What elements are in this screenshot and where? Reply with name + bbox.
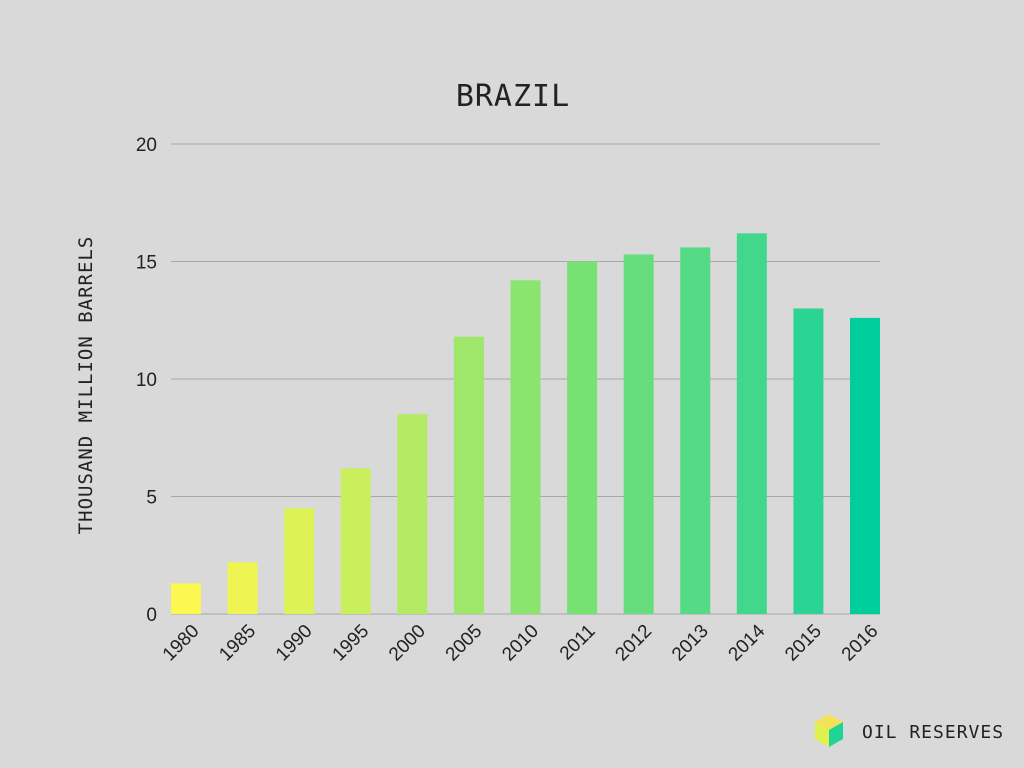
chart-title: BRAZIL — [456, 79, 570, 114]
x-tick-label: 2016 — [838, 621, 883, 666]
brand-label: OIL RESERVES — [862, 722, 1004, 743]
bar-2014 — [736, 233, 767, 615]
bar-2000 — [397, 414, 428, 614]
x-tick-label: 2010 — [498, 621, 543, 666]
bar-2005 — [453, 336, 484, 614]
y-tick-label: 15 — [136, 253, 157, 274]
y-tick-label: 5 — [146, 488, 157, 509]
bar-2015 — [793, 308, 824, 614]
x-tick-label: 2000 — [385, 621, 430, 666]
bar-2011 — [567, 261, 598, 614]
x-tick-label: 2011 — [556, 621, 600, 665]
y-axis-ticks: 0 5 10 15 20 — [136, 135, 157, 626]
x-tick-label: 2015 — [781, 621, 826, 666]
x-tick-label: 1995 — [329, 621, 374, 666]
x-tick-label: 2005 — [442, 621, 487, 666]
bar-1990 — [284, 508, 315, 614]
x-tick-label: 2013 — [668, 621, 713, 666]
y-tick-label: 10 — [136, 370, 157, 391]
cube-icon-left — [815, 722, 829, 747]
bar-2010 — [510, 280, 541, 614]
bar-2012 — [623, 254, 654, 614]
bar-1995 — [340, 468, 371, 614]
bar-1985 — [227, 562, 258, 614]
bar-1980 — [171, 583, 201, 614]
bar-2013 — [680, 247, 711, 614]
y-tick-label: 20 — [136, 135, 157, 156]
x-tick-label: 2014 — [725, 620, 770, 665]
bars — [171, 233, 880, 615]
x-axis-ticks: 1980 1985 1990 1995 2000 2005 2010 2011 2012 2013… — [159, 620, 883, 665]
x-tick-label: 1980 — [159, 621, 204, 666]
x-tick-label: 2012 — [611, 621, 656, 666]
brand-logo — [815, 714, 843, 747]
y-axis-label: THOUSAND MILLION BARRELS — [75, 236, 97, 535]
y-tick-label: 0 — [146, 605, 157, 626]
x-tick-label: 1990 — [272, 621, 317, 666]
bar-2016 — [850, 317, 880, 614]
x-tick-label: 1985 — [215, 621, 260, 666]
cube-icon-right — [829, 722, 843, 747]
